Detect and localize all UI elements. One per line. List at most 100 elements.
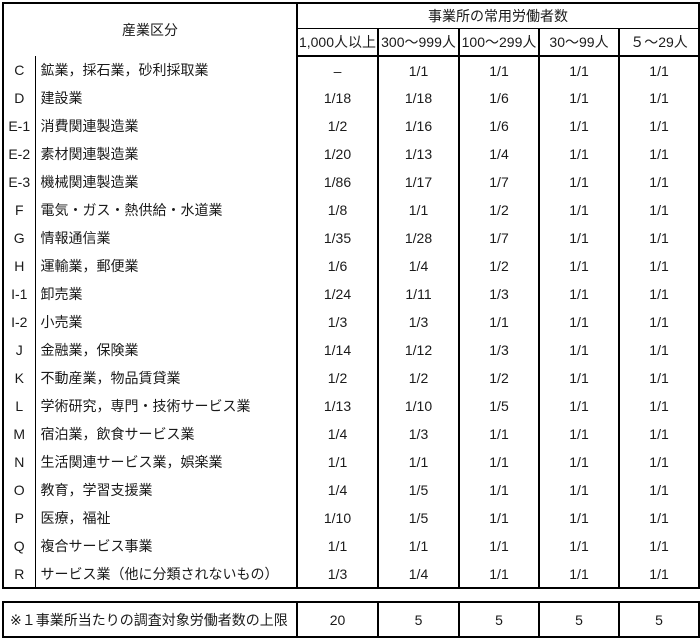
sampling-rate-cell: 1/1 [538,140,619,168]
sampling-rate-cell: 1/2 [377,364,459,392]
sampling-rate-cell: 1/20 [296,140,378,168]
sampling-rate-cell: 1/3 [296,560,378,588]
sampling-rate-cell: 1/14 [296,336,378,364]
industry-code: P [3,504,36,532]
industry-code: E-1 [3,112,36,140]
industry-name: 不動産業，物品賃貸業 [40,370,181,386]
sampling-rate-cell: 1/1 [538,532,619,560]
sampling-rate-cell: 1/1 [617,560,700,588]
sampling-rate-cell: 1/3 [458,280,539,308]
workers-cap-label: ※１事業所当たりの調査対象労働者数の上限 [2,601,298,638]
industry-name: 建設業 [40,90,83,106]
table-row: C 鉱業，採石業，砂利採取業 –1/1 1/1 1/1 1/1 [3,56,700,84]
sampling-rate-cell: 1/1 [377,532,459,560]
sampling-rate-cell: 1/2 [296,112,378,140]
industry-name: 教育，学習支援業 [40,482,153,498]
sampling-rate-cell: 1/1 [617,140,700,168]
table-row: L 学術研究，専門・技術サービス業 1/13 1/10 1/5 1/1 1/1 [3,392,700,420]
table-row: G 情報通信業 1/35 1/28 1/7 1/1 1/1 [3,224,700,252]
sampling-rate-cell: 1/1 [538,364,619,392]
workers-cap-value: 5 [618,601,700,638]
table-row: Q 複合サービス事業 1/1 1/1 1/1 1/1 1/1 [3,532,700,560]
table-row: K 不動産業，物品賃貸業 1/2 1/2 1/2 1/1 1/1 [3,364,700,392]
sampling-rate-cell: 1/1 [617,252,700,280]
sampling-rate-cell: 1/3 [458,336,539,364]
industry-code: I-1 [3,280,36,308]
workers-cap-table: ※１事業所当たりの調査対象労働者数の上限 20 5 5 5 5 [2,601,700,638]
sampling-rate-cell: 1/1 [458,420,539,448]
industry-name: 鉱業，採石業，砂利採取業 [40,62,209,78]
sampling-rate-cell: 1/17 [377,168,459,196]
industry-name: 運輸業，郵便業 [40,258,139,274]
sampling-rate-cell: 1/2 [458,196,539,224]
sampling-rate-cell: 1/10 [377,392,459,420]
industry-code: G [3,224,36,252]
sampling-rate-cell: 1/1 [617,84,700,112]
industry-code: F [3,196,36,224]
industry-code: I-2 [3,308,36,336]
industry-code: N [3,448,36,476]
sampling-rate-cell: 1/5 [458,392,539,420]
sampling-rate-cell: 1/1 [617,392,700,420]
sampling-rate-cell: 1/1 [617,364,700,392]
sampling-rate-cell: 1/3 [377,420,459,448]
sampling-rate-cell: 1/1 [617,224,700,252]
sampling-rate-cell: 1/1 [617,196,700,224]
sampling-rate-cell: 1/1 [617,308,700,336]
industry-code: R [3,560,36,588]
industry-code: C [3,56,36,84]
industry-name: サービス業（他に分類されないもの） [40,565,279,582]
table-row: E-1 消費関連製造業 1/2 1/16 1/6 1/1 1/1 [3,112,700,140]
sampling-rate-cell: 1/11 [377,280,459,308]
industry-sampling-table: 産業区分 事業所の常用労働者数 1,000人以上 300～999人 100～29… [2,2,700,589]
industry-code: M [3,420,36,448]
table-row: E-3 機械関連製造業 1/86 1/17 1/7 1/1 1/1 [3,168,700,196]
sampling-rate-cell: 1/5 [377,476,459,504]
industry-name: 機械関連製造業 [40,174,139,190]
sampling-rate-cell: 1/1 [538,504,619,532]
sampling-rate-cell: 1/1 [617,280,700,308]
workers-cap-row: ※１事業所当たりの調査対象労働者数の上限 20 5 5 5 5 [2,601,700,638]
table-row: I-1 卸売業 1/24 1/11 1/3 1/1 1/1 [3,280,700,308]
industry-name: 医療，福祉 [40,510,111,526]
sampling-rate-cell: 1/1 [538,196,619,224]
industry-code: J [3,336,36,364]
industry-name: 素材関連製造業 [40,146,139,162]
industry-name: 情報通信業 [40,230,111,246]
workers-group-header: 事業所の常用労働者数 [297,3,700,29]
workers-cap-value: 5 [377,601,460,638]
sampling-rate-cell: 1/1 [617,56,700,84]
sampling-rate-cell: 1/1 [538,84,619,112]
industry-name: 卸売業 [40,286,83,302]
sampling-rate-cell: 1/1 [617,420,700,448]
sampling-rate-cell: 1/1 [538,252,619,280]
table-row: R サービス業（他に分類されないもの） 1/3 1/4 1/1 1/1 1/1 [3,560,700,588]
sampling-rate-cell: 1/18 [296,84,378,112]
workers-cap-value: 5 [458,601,540,638]
industry-name: 小売業 [40,314,83,330]
table-row: D 建設業 1/18 1/18 1/6 1/1 1/1 [3,84,700,112]
sampling-rate-cell: 1/1 [296,532,378,560]
sampling-rate-cell: 1/1 [617,532,700,560]
sampling-rate-cell: 1/1 [458,532,539,560]
sampling-rate-cell: 1/1 [538,560,619,588]
sampling-rate-cell: 1/16 [377,112,459,140]
sampling-rate-cell: 1/1 [377,196,459,224]
sampling-rate-cell: 1/28 [377,224,459,252]
sampling-rate-cell: 1/1 [377,56,459,84]
sampling-rate-cell: 1/10 [296,504,378,532]
sampling-rate-cell: 1/1 [538,476,619,504]
sampling-rate-cell: 1/4 [377,560,459,588]
sampling-rate-cell: 1/1 [538,56,619,84]
industry-name: 学術研究，専門・技術サービス業 [40,398,251,414]
industry-code: E-2 [3,140,36,168]
workers-cap-value: 20 [296,601,379,638]
sampling-rate-cell: 1/4 [458,140,539,168]
sampling-rate-cell: 1/1 [538,280,619,308]
sampling-rate-cell: 1/2 [296,364,378,392]
sampling-rate-cell: 1/3 [296,308,378,336]
size-band-header-5-29: ５～29人 [617,28,700,57]
industry-code: O [3,476,36,504]
size-band-header-1000plus: 1,000人以上 [296,28,378,57]
